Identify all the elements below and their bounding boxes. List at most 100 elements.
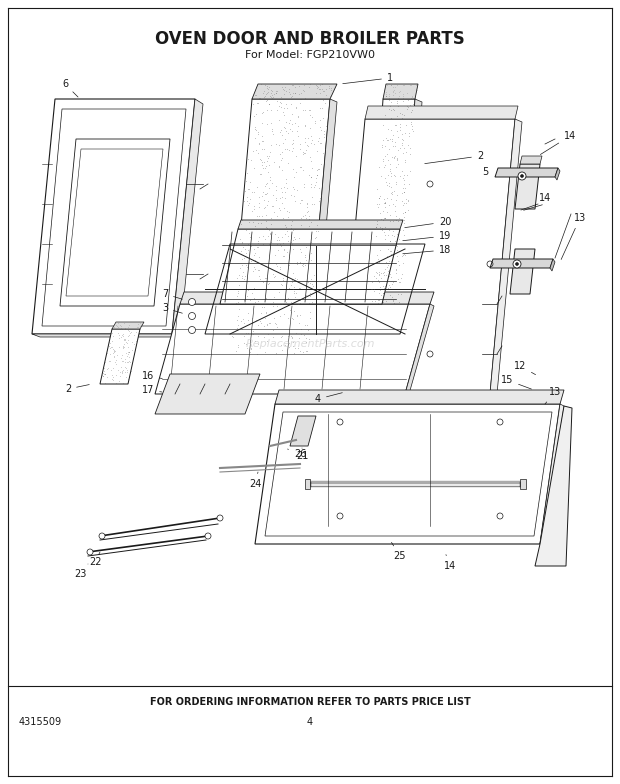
Point (248, 325, 258, 338)
Point (129, 328, 139, 341)
Point (376, 169, 386, 182)
Point (238, 266, 248, 278)
Point (272, 180, 281, 192)
Point (257, 107, 267, 119)
Point (251, 314, 261, 326)
Point (394, 258, 404, 270)
Point (245, 176, 255, 188)
Point (405, 78, 415, 91)
Point (237, 213, 247, 226)
Polygon shape (495, 168, 558, 177)
Point (314, 83, 324, 96)
Point (120, 365, 130, 378)
Point (108, 351, 118, 364)
Point (267, 116, 277, 129)
Point (283, 157, 293, 169)
Point (108, 346, 118, 358)
Point (373, 294, 383, 307)
Point (290, 194, 300, 207)
Point (115, 323, 125, 336)
Point (242, 191, 252, 203)
Polygon shape (255, 404, 560, 544)
Point (281, 172, 291, 185)
Point (371, 272, 381, 285)
Point (397, 92, 407, 104)
Point (384, 198, 394, 211)
Polygon shape (370, 99, 415, 304)
Point (285, 122, 294, 135)
Point (236, 257, 246, 270)
Polygon shape (520, 479, 526, 489)
Point (294, 232, 304, 245)
Point (102, 347, 112, 359)
Point (236, 314, 246, 327)
Point (287, 144, 297, 157)
Point (232, 322, 242, 335)
Point (395, 170, 405, 183)
Point (131, 325, 141, 338)
Point (287, 107, 297, 120)
Point (379, 212, 389, 224)
Point (311, 176, 321, 189)
Point (306, 273, 316, 285)
Point (260, 272, 270, 285)
Point (122, 347, 131, 359)
Point (278, 151, 288, 164)
Point (297, 194, 307, 206)
Point (390, 170, 400, 183)
Point (405, 147, 415, 160)
Point (243, 152, 253, 165)
Point (381, 191, 391, 204)
Polygon shape (32, 334, 180, 337)
Point (388, 129, 398, 141)
Point (393, 131, 403, 143)
Point (275, 204, 285, 216)
Point (237, 252, 247, 265)
Point (391, 235, 401, 248)
Point (264, 159, 274, 172)
Point (111, 376, 121, 389)
Point (371, 229, 381, 241)
Point (278, 212, 288, 224)
Point (288, 79, 298, 92)
Point (369, 285, 379, 297)
Point (387, 291, 397, 303)
Point (382, 249, 392, 262)
Point (399, 147, 409, 159)
Point (240, 270, 250, 282)
Point (233, 287, 243, 299)
Point (280, 186, 290, 198)
Point (398, 90, 408, 103)
Point (97, 369, 107, 382)
Point (392, 78, 402, 91)
Point (271, 138, 281, 151)
Point (391, 247, 401, 260)
Point (304, 169, 314, 181)
Point (373, 252, 383, 265)
Point (402, 103, 412, 115)
Point (123, 372, 133, 385)
Point (107, 326, 117, 339)
Point (107, 340, 117, 353)
Point (274, 100, 284, 112)
Point (299, 256, 309, 269)
Point (385, 162, 395, 175)
Point (394, 143, 404, 156)
Point (286, 138, 296, 151)
Polygon shape (230, 99, 330, 354)
Point (283, 292, 293, 304)
Polygon shape (220, 229, 400, 304)
Point (280, 81, 290, 93)
Point (326, 84, 336, 96)
Point (272, 238, 282, 251)
Circle shape (188, 326, 195, 333)
Point (399, 211, 409, 223)
Point (385, 234, 395, 247)
Text: 4315509: 4315509 (19, 717, 61, 727)
Point (386, 180, 396, 193)
Point (255, 152, 265, 165)
Point (279, 101, 289, 114)
Point (292, 308, 302, 321)
Point (374, 266, 384, 278)
Point (104, 336, 114, 349)
